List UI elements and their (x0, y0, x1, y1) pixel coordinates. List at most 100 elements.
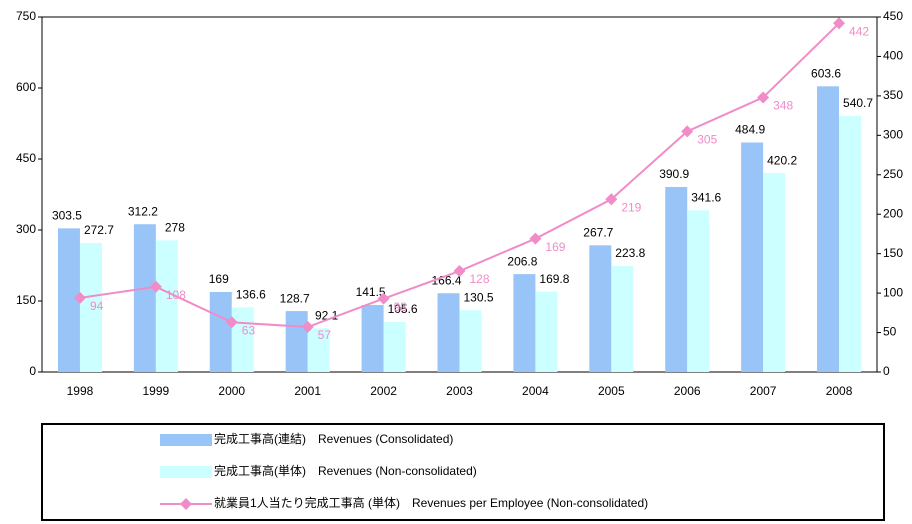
legend-box (41, 423, 885, 521)
data-label: 390.9 (659, 167, 689, 181)
y2-tick-label: 200 (883, 206, 903, 220)
y2-tick-label: 400 (883, 49, 903, 63)
x-tick-label: 1999 (143, 384, 170, 398)
legend-label: 就業員1人当たり完成工事高 (単体) Revenues per Employee… (214, 495, 648, 510)
data-label: 223.8 (615, 246, 645, 260)
bar (231, 307, 254, 372)
bar (437, 293, 460, 372)
x-tick-label: 2004 (522, 384, 549, 398)
data-label: 272.7 (84, 223, 114, 237)
y2-tick-label: 150 (883, 246, 903, 260)
x-tick-label: 2005 (598, 384, 625, 398)
line-marker (453, 265, 466, 278)
line-data-label: 57 (318, 328, 332, 342)
data-label: 278 (165, 221, 185, 235)
bar (155, 240, 178, 372)
bar (665, 186, 688, 372)
y2-tick-label: 250 (883, 167, 903, 181)
bar (741, 142, 764, 372)
y2-tick-label: 450 (883, 9, 903, 23)
x-tick-label: 2000 (218, 384, 245, 398)
y-tick-label: 750 (16, 9, 36, 23)
x-tick-label: 2003 (446, 384, 473, 398)
bar (133, 224, 156, 372)
x-tick-label: 2007 (750, 384, 777, 398)
y-tick-label: 300 (16, 222, 36, 236)
data-label: 484.9 (735, 123, 765, 137)
data-label: 540.7 (843, 96, 873, 110)
bar (383, 322, 406, 372)
line-marker (681, 125, 694, 138)
bar (513, 274, 536, 372)
y2-tick-label: 350 (883, 88, 903, 102)
line-marker (605, 193, 618, 206)
data-label: 92.1 (315, 309, 339, 323)
data-label: 128.7 (280, 291, 310, 305)
data-label: 206.8 (507, 254, 537, 268)
x-tick-label: 2001 (294, 384, 321, 398)
line-data-label: 93 (394, 300, 408, 314)
legend-swatch (160, 466, 212, 478)
line-marker (757, 91, 770, 104)
x-tick-label: 2008 (826, 384, 853, 398)
bar (535, 291, 558, 372)
x-tick-label: 2006 (674, 384, 701, 398)
data-label: 166.4 (431, 273, 461, 287)
y-tick-label: 150 (16, 293, 36, 307)
y2-tick-label: 0 (883, 364, 890, 378)
data-label: 267.7 (583, 225, 613, 239)
y-tick-label: 600 (16, 80, 36, 94)
data-label: 169 (209, 272, 229, 286)
y-tick-label: 0 (29, 364, 36, 378)
line-marker (73, 291, 86, 304)
data-label: 130.5 (463, 290, 493, 304)
y2-tick-label: 100 (883, 285, 903, 299)
line-marker (149, 280, 162, 293)
data-label: 105.6 (388, 302, 418, 316)
data-label: 303.5 (52, 209, 82, 223)
bar (459, 310, 482, 372)
line-marker (225, 316, 238, 329)
line-data-label: 305 (697, 133, 717, 147)
line-marker (377, 292, 390, 305)
data-label: 169.8 (539, 272, 569, 286)
bar (611, 266, 634, 372)
legend-label: 完成工事高(連結) Revenues (Consolidated) (214, 431, 453, 446)
y2-tick-label: 300 (883, 128, 903, 142)
x-tick-label: 1998 (67, 384, 94, 398)
bar (307, 328, 330, 372)
bar (817, 86, 840, 373)
line-data-label: 63 (242, 323, 256, 337)
line-data-label: 219 (621, 200, 641, 214)
legend-swatch (160, 434, 212, 446)
data-label: 341.6 (691, 190, 721, 204)
bar (209, 292, 232, 372)
bar (79, 242, 102, 372)
line-data-label: 169 (545, 240, 565, 254)
data-label: 603.6 (811, 66, 841, 80)
line-marker (301, 321, 314, 334)
line-data-label: 128 (470, 272, 490, 286)
bar (285, 311, 308, 372)
bar (763, 173, 786, 372)
line-data-label: 348 (773, 99, 793, 113)
line-data-label: 94 (90, 299, 104, 313)
data-label: 312.2 (128, 204, 158, 218)
line-marker (833, 17, 846, 30)
bar (57, 228, 80, 372)
data-label: 141.5 (356, 285, 386, 299)
data-label: 136.6 (236, 288, 266, 302)
x-tick-label: 2002 (370, 384, 397, 398)
bar (589, 245, 612, 372)
bar (361, 305, 384, 372)
bar (687, 210, 710, 372)
bar (839, 116, 862, 372)
data-label: 420.2 (767, 153, 797, 167)
line-marker (529, 232, 542, 245)
line-data-label: 108 (166, 288, 186, 302)
line-data-label: 442 (849, 24, 869, 38)
legend-label: 完成工事高(単体) Revenues (Non-consolidated) (214, 463, 477, 478)
y-tick-label: 450 (16, 151, 36, 165)
legend-marker (180, 498, 192, 510)
